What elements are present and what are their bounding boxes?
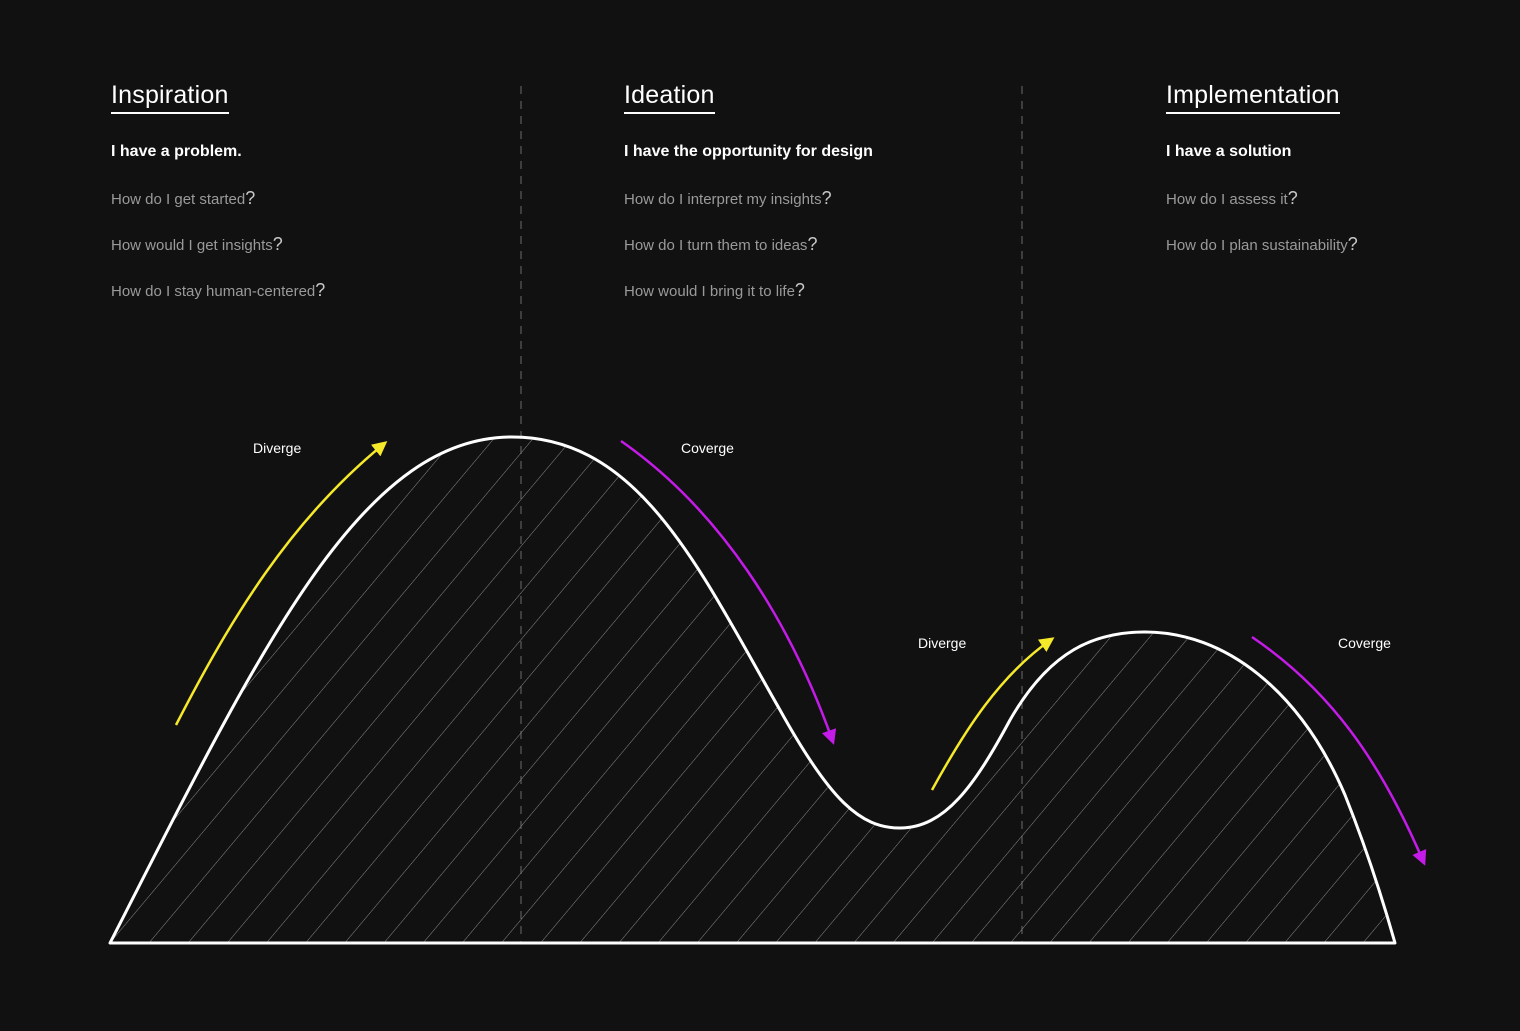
question-mark: ? (1287, 188, 1298, 208)
column-statement: I have the opportunity for design (624, 143, 873, 160)
column-statement: I have a problem. (111, 143, 242, 160)
question-item: How do I turn them to ideas? (624, 234, 818, 254)
hatched-area (110, 437, 1395, 943)
arrow-label-converge: Coverge (681, 440, 734, 456)
question-item: How do I stay human-centered? (111, 280, 326, 300)
question-item: How do I interpret my insights? (624, 188, 832, 208)
question-mark: ? (807, 234, 818, 254)
question-mark: ? (794, 280, 805, 300)
converge-arrow (1251, 635, 1427, 866)
question-mark: ? (272, 234, 283, 254)
question-mark: ? (315, 280, 326, 300)
question-item: How do I assess it? (1166, 188, 1298, 208)
question-mark: ? (245, 188, 256, 208)
question-item: How do I plan sustainability? (1166, 234, 1358, 254)
question-list: How do I assess it? How do I plan sustai… (1166, 188, 1358, 254)
question-item: How would I bring it to life? (624, 280, 805, 300)
column-title: Inspiration (111, 80, 229, 114)
arrow-label-diverge: Diverge (253, 440, 301, 456)
question-list: How do I interpret my insights? How do I… (624, 188, 873, 300)
converge-arrow (620, 439, 837, 745)
column-ideation: Ideation I have the opportunity for desi… (624, 80, 873, 326)
question-mark: ? (1347, 234, 1358, 254)
column-inspiration: Inspiration I have a problem. How do I g… (111, 80, 325, 326)
question-item: How would I get insights? (111, 234, 283, 254)
diverge-arrow (930, 637, 1055, 791)
question-item: How do I get started? (111, 188, 256, 208)
column-title: Implementation (1166, 80, 1340, 114)
question-mark: ? (821, 188, 832, 208)
diverge-arrow (174, 441, 388, 726)
arrow-label-diverge: Diverge (918, 635, 966, 651)
column-title: Ideation (624, 80, 715, 114)
question-list: How do I get started? How would I get in… (111, 188, 325, 300)
process-curve (108, 435, 1397, 945)
column-statement: I have a solution (1166, 143, 1292, 160)
arrow-label-converge: Coverge (1338, 635, 1391, 651)
column-implementation: Implementation I have a solution How do … (1166, 80, 1358, 280)
